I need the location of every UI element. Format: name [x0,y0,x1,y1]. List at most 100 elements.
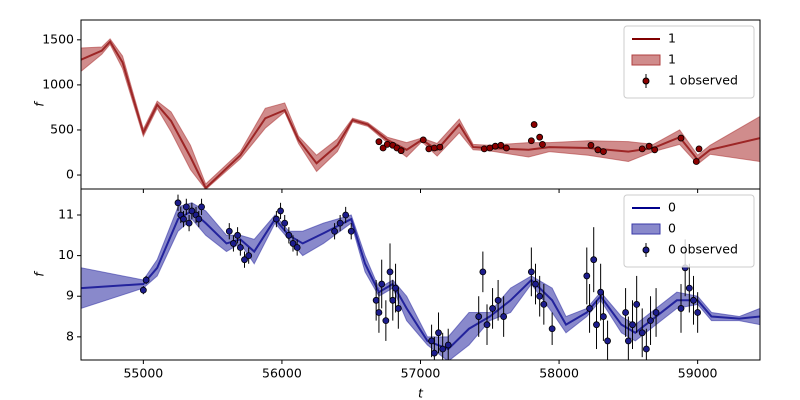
legend-patch [631,223,661,235]
observed-point [483,321,491,329]
observed-point [536,133,544,141]
observed-point [188,207,196,215]
y-tick-label: 11 [58,206,74,221]
observed-point [475,313,483,320]
observed-point [430,349,438,357]
legend-label: 1 [668,52,676,67]
legend-label: 1 observed [668,73,738,88]
observed-point [494,296,502,304]
observed-point [586,305,593,312]
observed-point [638,329,646,337]
observed-point [647,317,654,325]
observed-point [536,292,544,300]
observed-point [378,280,386,288]
observed-point [430,144,438,152]
observed-point [633,300,641,308]
observed-point [419,136,427,144]
observed-point [375,309,383,316]
observed-point [281,219,289,227]
observed-point [342,211,350,219]
observed-point [382,317,390,325]
observed-point [375,138,383,146]
observed-point [677,305,685,312]
observed-point [185,219,193,227]
observed-point [695,145,703,153]
observed-point [198,203,205,211]
observed-point [444,341,452,349]
observed-point [397,147,405,155]
x-axis-label: t [418,386,424,400]
observed-point [236,244,244,251]
observed-point [142,276,150,284]
observed-point [245,252,253,260]
observed-point [180,215,187,223]
observed-point [527,137,535,145]
observed-point [331,227,338,235]
observed-point [624,337,632,345]
observed-point [587,141,595,149]
observed-point [594,146,602,154]
observed-point [336,219,344,227]
observed-point [548,325,556,333]
observed-point [383,140,391,148]
observed-point [195,215,203,223]
y-tick-label: 10 [58,247,74,262]
legend-label: 1 [668,31,676,46]
y-tick-label: 1000 [42,76,74,91]
observed-point [182,203,190,211]
legend-label: 0 observed [668,242,738,257]
y-axis-label: f [32,101,47,107]
observed-point [652,309,660,316]
observed-point [425,145,433,153]
observed-point [540,300,548,308]
observed-point [532,280,539,288]
legend-marker [642,77,650,85]
observed-point [527,268,535,276]
observed-point [530,121,538,128]
x-tick-label: 59000 [678,366,718,381]
legend-label: 0 [668,200,676,215]
observed-point [583,272,591,280]
observed-point [503,144,510,152]
plot-area [81,38,760,189]
observed-point [174,199,182,207]
confidence-band [81,202,760,360]
observed-point [622,309,629,316]
observed-point [435,329,442,337]
observed-point [436,143,444,151]
observed-point [428,337,435,345]
observed-point [372,296,380,304]
observed-point [272,215,280,223]
observed-point [600,313,607,320]
observed-point [389,296,397,304]
observed-point [392,284,399,292]
observed-point [651,146,659,154]
legend-marker [642,246,650,254]
observed-point [225,227,233,235]
observed-point [230,240,237,247]
observed-point [241,256,248,264]
y-tick-label: 500 [50,121,74,136]
x-tick-label: 57000 [401,366,441,381]
observed-point [277,207,284,215]
plot-area [81,194,760,360]
observed-point [593,321,600,329]
observed-point [491,142,499,150]
observed-point [486,144,494,152]
observed-point [600,148,607,155]
legend-box [623,194,755,268]
observed-point [645,142,653,150]
observed-point [638,145,646,153]
observed-point [685,284,693,292]
observed-point [590,256,598,264]
observed-point [497,141,505,149]
observed-point [285,231,293,239]
y-tick-label: 0 [66,167,74,182]
observed-point [480,145,488,153]
y-tick-label: 1500 [42,31,74,46]
observed-point [479,268,487,276]
observed-point [642,345,650,353]
observed-point [289,240,297,247]
observed-point [692,158,700,165]
